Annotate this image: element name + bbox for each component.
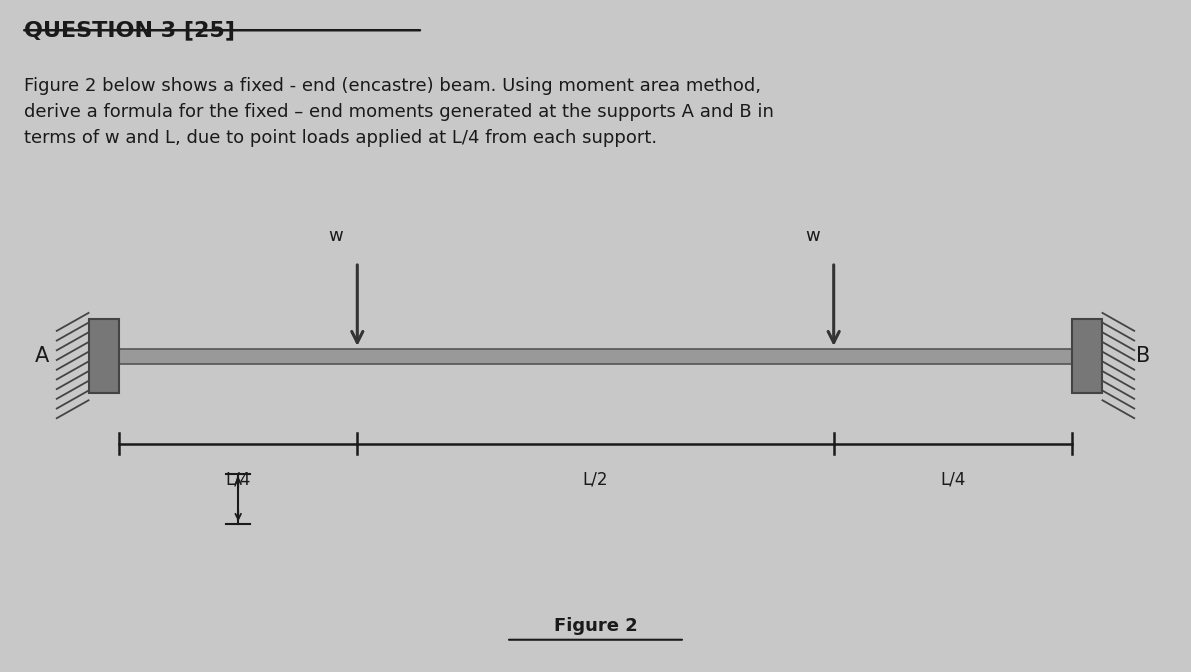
Text: Figure 2: Figure 2 <box>554 617 637 635</box>
Text: L/2: L/2 <box>582 470 609 489</box>
Text: w: w <box>805 227 819 245</box>
Text: Figure 2 below shows a fixed - end (encastre) beam. Using moment area method,
de: Figure 2 below shows a fixed - end (enca… <box>24 77 774 146</box>
Text: w: w <box>329 227 343 245</box>
Text: QUESTION 3 [25]: QUESTION 3 [25] <box>24 20 235 40</box>
Text: L/4: L/4 <box>940 470 966 489</box>
Text: A: A <box>35 346 49 366</box>
Bar <box>119 349 1072 364</box>
Text: L/4: L/4 <box>225 470 251 489</box>
Bar <box>89 319 119 393</box>
Bar <box>1072 319 1102 393</box>
Text: B: B <box>1136 346 1151 366</box>
